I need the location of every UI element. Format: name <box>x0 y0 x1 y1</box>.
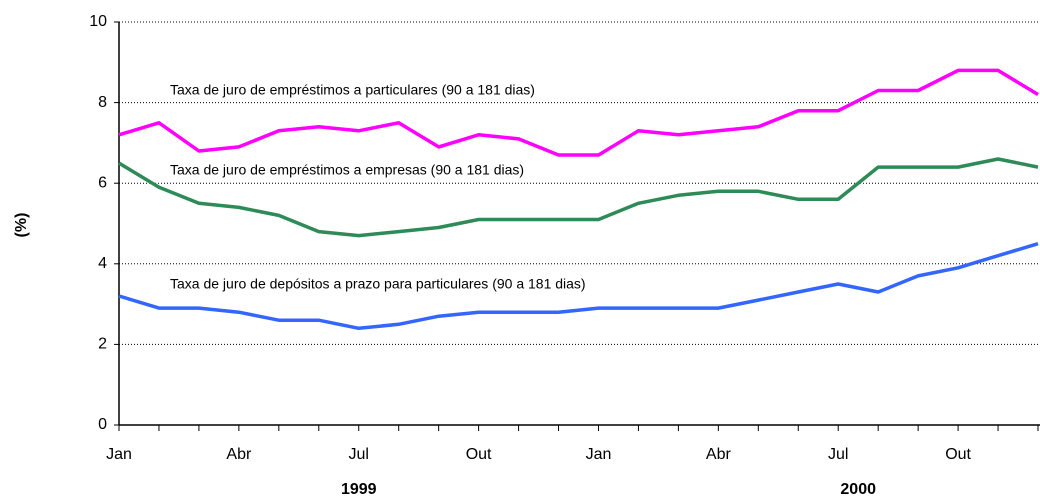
x-tick-label: Jul <box>828 446 848 463</box>
year-label: 2000 <box>840 481 876 498</box>
x-tick-label: Jan <box>106 446 132 463</box>
y-tick-label: 2 <box>98 336 107 353</box>
x-tick-label: Abr <box>706 446 732 463</box>
x-tick-label: Jan <box>586 446 612 463</box>
series-line <box>118 68 1039 157</box>
y-tick-label: 4 <box>98 255 107 272</box>
series-label: Taxa de juro de empréstimos a empresas (… <box>170 162 524 178</box>
y-tick-label: 6 <box>98 174 107 191</box>
series-line <box>118 157 1039 238</box>
x-tick-label: Out <box>466 446 492 463</box>
x-tick-label: Out <box>945 446 971 463</box>
x-tick-label: Abr <box>226 446 252 463</box>
y-axis-label: (%) <box>13 213 30 238</box>
series-line <box>118 242 1039 331</box>
x-tick-label: Jul <box>349 446 369 463</box>
y-tick-label: 0 <box>98 416 107 433</box>
series-label: Taxa de juro de depósitos a prazo para p… <box>170 276 586 292</box>
y-tick-label: 8 <box>98 94 107 111</box>
year-label: 1999 <box>341 481 377 498</box>
series-label: Taxa de juro de empréstimos a particular… <box>170 82 535 98</box>
y-tick-label: 10 <box>89 13 107 30</box>
